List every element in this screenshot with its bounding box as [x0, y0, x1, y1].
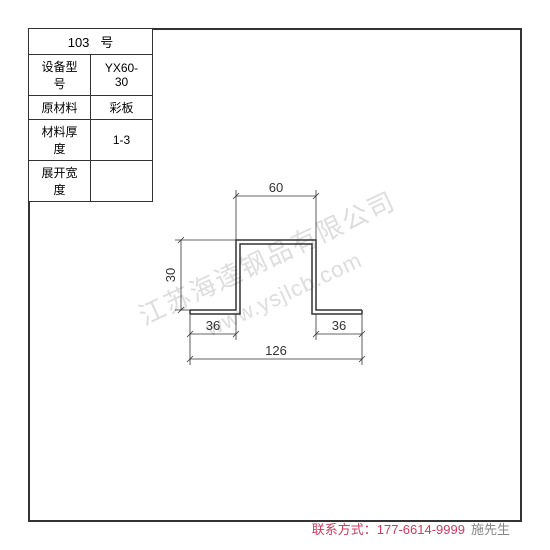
row-value: 彩板 — [91, 96, 153, 120]
spec-table: 103 号 设备型号 YX60-30 原材料 彩板 材料厚度 1-3 展开宽度 — [28, 28, 153, 202]
table-row: 原材料 彩板 — [29, 96, 153, 120]
title-suffix: 号 — [100, 35, 113, 50]
row-value: YX60-30 — [91, 55, 153, 96]
contact-phone: 177-6614-9999 — [377, 522, 465, 537]
table-row: 设备型号 YX60-30 — [29, 55, 153, 96]
row-label: 设备型号 — [29, 55, 91, 96]
profile-inner — [190, 244, 362, 314]
profile-drawing: 60 30 36 36 126 — [140, 180, 420, 400]
contact-line: 联系方式：177-6614-9999 施先生 — [312, 519, 510, 538]
contact-name: 施先生 — [471, 522, 510, 537]
title-number: 103 — [68, 35, 90, 50]
contact-label: 联系方式： — [312, 522, 377, 537]
dim-top: 60 — [269, 180, 283, 195]
row-label: 展开宽度 — [29, 161, 91, 202]
dim-flange-left: 36 — [206, 318, 220, 333]
dim-flange-right: 36 — [332, 318, 346, 333]
row-value: 1-3 — [91, 120, 153, 161]
table-row: 材料厚度 1-3 — [29, 120, 153, 161]
profile-outer — [190, 240, 362, 310]
row-label: 材料厚度 — [29, 120, 91, 161]
dim-total: 126 — [265, 343, 287, 358]
table-title: 103 号 — [29, 29, 153, 55]
profile-svg: 60 30 36 36 126 — [140, 180, 420, 400]
dim-height: 30 — [163, 268, 178, 282]
table-title-row: 103 号 — [29, 29, 153, 55]
table-row: 展开宽度 — [29, 161, 153, 202]
row-label: 原材料 — [29, 96, 91, 120]
